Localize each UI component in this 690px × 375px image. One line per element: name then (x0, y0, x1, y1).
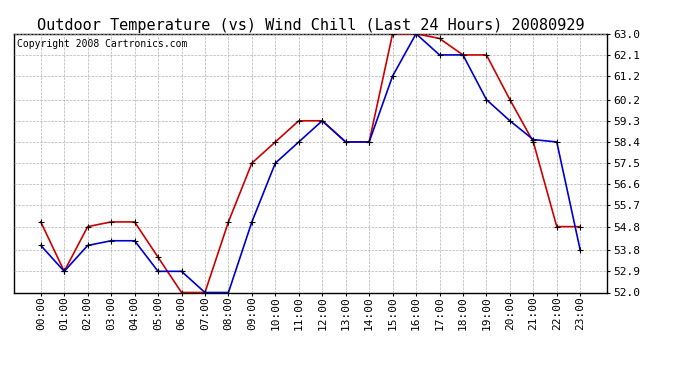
Text: Copyright 2008 Cartronics.com: Copyright 2008 Cartronics.com (17, 39, 187, 49)
Title: Outdoor Temperature (vs) Wind Chill (Last 24 Hours) 20080929: Outdoor Temperature (vs) Wind Chill (Las… (37, 18, 584, 33)
